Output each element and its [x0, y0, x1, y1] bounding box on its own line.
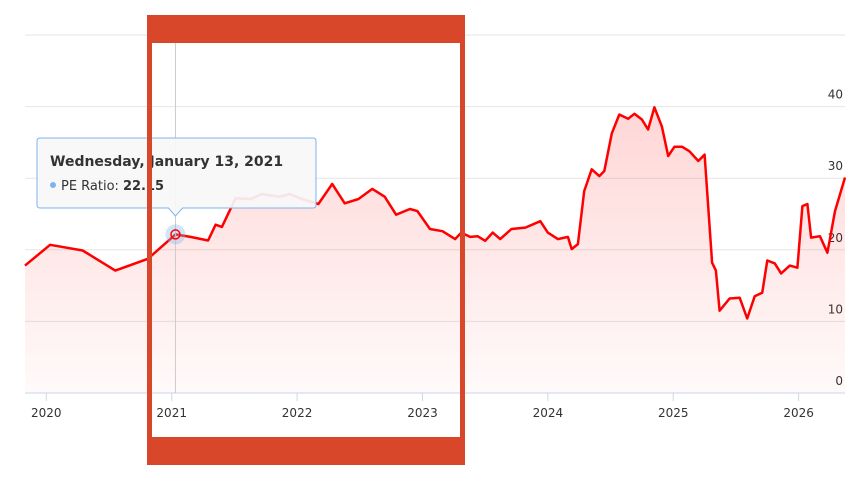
- tooltip-box: [36, 137, 317, 217]
- hover-point: [170, 229, 181, 240]
- x-tick-label: 2020: [31, 406, 62, 420]
- hover-halo: [165, 224, 186, 245]
- area: [25, 107, 845, 394]
- x-tick-label: 2022: [282, 406, 313, 420]
- tooltip-body: PE Ratio: 22.15: [61, 179, 164, 194]
- tooltip-value: 22.15: [123, 179, 164, 194]
- highlight-box: [147, 15, 465, 465]
- y-tick-label: 40: [828, 88, 843, 102]
- x-tick-label: 2025: [658, 406, 689, 420]
- tooltip-label: PE Ratio:: [61, 179, 119, 194]
- y-tick-label: 30: [828, 159, 843, 173]
- tooltip-title: Wednesday, January 13, 2021: [50, 154, 283, 170]
- x-tick-label: 2021: [156, 406, 187, 420]
- x-tick-label: 2023: [407, 406, 438, 420]
- tooltip-dot: [50, 182, 56, 188]
- x-tick-label: 2024: [533, 406, 564, 420]
- x-tick-label: 2026: [783, 406, 814, 420]
